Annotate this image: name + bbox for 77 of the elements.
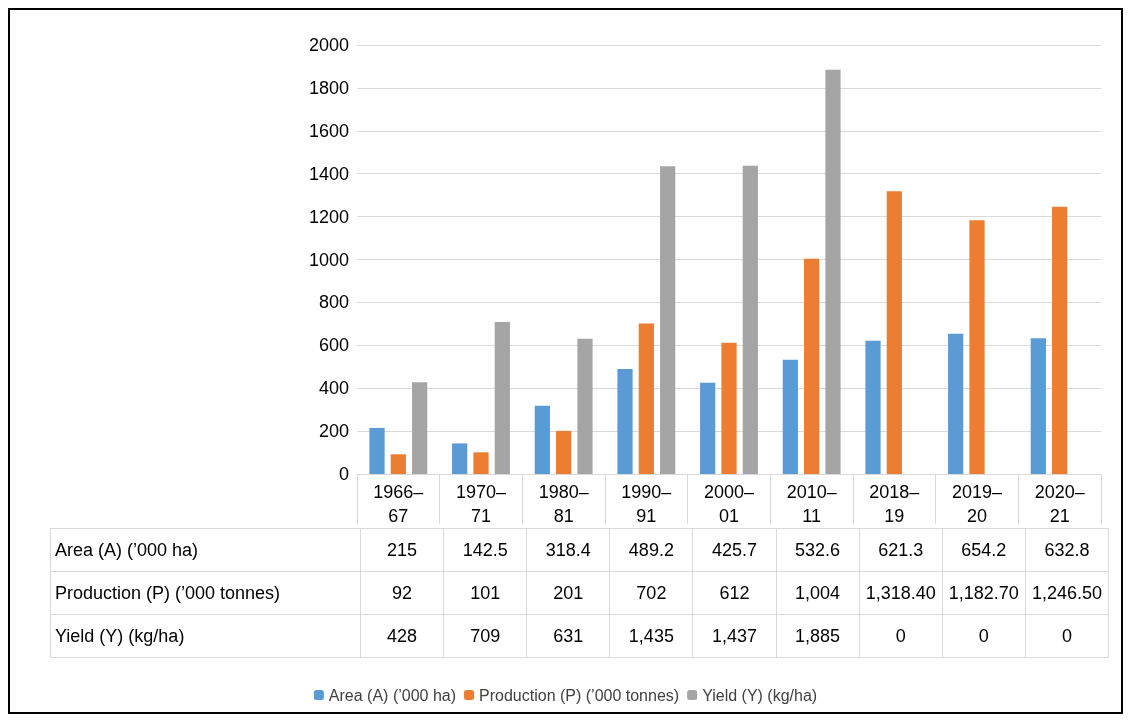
data-label: 215	[360, 528, 444, 572]
x-tick-label: 1990–91	[621, 482, 672, 526]
x-tick-label: 2018–19	[869, 482, 920, 526]
data-label: 532.6	[776, 528, 860, 572]
data-label: 201	[526, 571, 610, 615]
y-tick-label: 1800	[308, 77, 349, 98]
bar	[473, 452, 489, 474]
bar	[948, 333, 964, 474]
bar	[412, 382, 428, 474]
x-tick-label: 2000–01	[703, 482, 755, 526]
x-tick-label: 1970–71	[455, 482, 507, 526]
bar	[742, 165, 758, 474]
data-label: 631	[526, 614, 610, 658]
legend-label: Production (P) (’000 tonnes)	[479, 686, 680, 704]
data-label: 425.7	[692, 528, 777, 572]
bar	[660, 166, 676, 474]
bar	[638, 323, 654, 474]
y-tick-label: 1200	[308, 206, 349, 227]
x-tick-label: 2019–20	[951, 482, 1003, 526]
data-label: 1,004	[776, 571, 860, 615]
data-label: 654.2	[942, 528, 1026, 572]
bar	[700, 382, 716, 474]
bar	[556, 430, 572, 474]
bar	[721, 342, 737, 474]
y-tick-label: 1600	[308, 120, 349, 141]
bar	[1052, 206, 1068, 474]
y-tick-label: 400	[318, 378, 349, 399]
bar	[452, 443, 468, 474]
bar	[865, 340, 881, 474]
y-tick-label: 2000	[308, 35, 349, 55]
y-tick-label: 0	[338, 464, 349, 484]
x-tick-label: 1966–67	[373, 482, 424, 526]
y-tick-label: 800	[318, 292, 349, 313]
bar	[577, 338, 593, 474]
data-label: 632.8	[1025, 528, 1109, 572]
bar	[369, 427, 385, 474]
bar	[534, 405, 550, 474]
bar	[617, 369, 633, 474]
data-label: 702	[609, 571, 693, 615]
data-label: 1,318.40	[859, 571, 943, 615]
bar	[804, 258, 820, 474]
text: Yield (Y) (kg/ha)	[55, 625, 185, 646]
data-label: 101	[443, 571, 527, 615]
data-label: 0	[1025, 614, 1109, 658]
data-label: 318.4	[526, 528, 610, 572]
y-tick-label: 1400	[308, 163, 349, 184]
data-label: 1,437	[692, 614, 777, 658]
data-label: 621.3	[859, 528, 943, 572]
data-label: 709	[443, 614, 527, 658]
bar	[1030, 338, 1046, 474]
x-tick-label: 1980–81	[538, 482, 589, 526]
bar	[969, 220, 985, 474]
y-tick-label: 200	[318, 421, 349, 442]
bar	[886, 191, 902, 474]
data-label: 0	[942, 614, 1026, 658]
data-label: 1,435	[609, 614, 693, 658]
data-label: 612	[692, 571, 777, 615]
data-label: 1,885	[776, 614, 860, 658]
data-label: 92	[360, 571, 444, 615]
legend-label: Area (A) (’000 ha)	[328, 686, 457, 704]
x-tick-label: 2020–21	[1034, 482, 1085, 526]
y-tick-label: 1000	[308, 249, 349, 270]
bar	[825, 69, 841, 474]
data-label: 428	[360, 614, 444, 658]
legend-label: Yield (Y) (kg/ha)	[702, 686, 818, 704]
text: Area (A) (’000 ha)	[55, 539, 199, 560]
bar	[494, 321, 510, 474]
data-label: 1,182.70	[942, 571, 1026, 615]
y-tick-label: 600	[318, 335, 349, 356]
data-label: 1,246.50	[1025, 571, 1109, 615]
text: Production (P) (’000 tonnes)	[55, 582, 281, 603]
bar	[390, 454, 406, 474]
data-label: 142.5	[443, 528, 527, 572]
data-label: 489.2	[609, 528, 693, 572]
data-label: 0	[859, 614, 943, 658]
x-tick-label: 2010–11	[786, 482, 837, 526]
bar	[782, 359, 798, 474]
